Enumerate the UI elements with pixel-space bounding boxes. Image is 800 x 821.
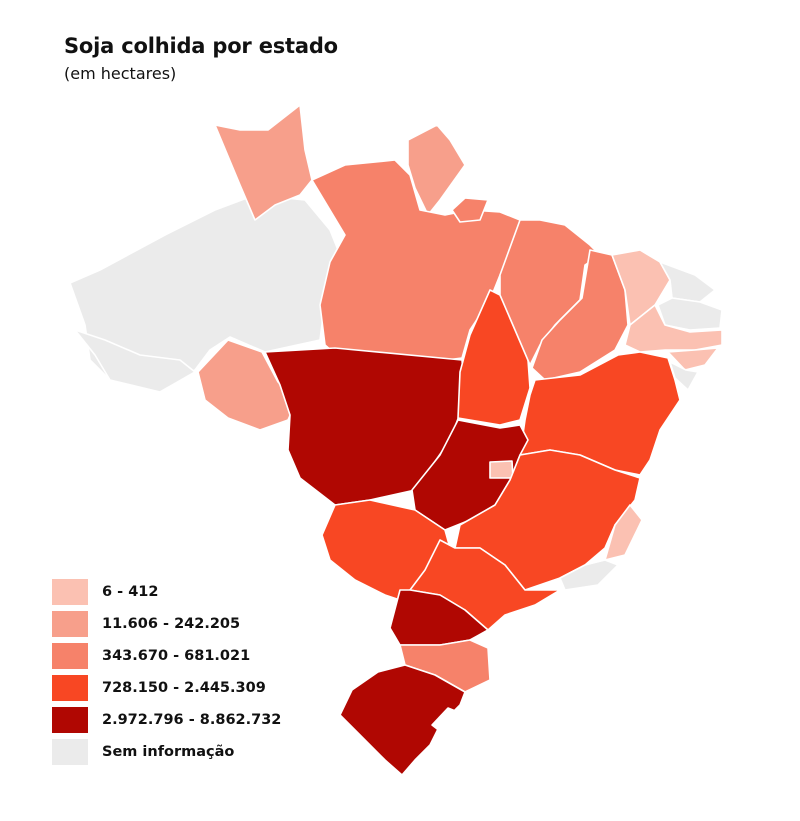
state-AP: [407, 124, 466, 216]
legend-label: 2.972.796 - 8.862.732: [102, 712, 282, 728]
legend-label: 728.150 - 2.445.309: [102, 680, 266, 696]
state-MA: [499, 219, 601, 366]
state-RS: [339, 664, 466, 776]
legend-swatch: [52, 643, 88, 669]
legend-swatch: [52, 611, 88, 637]
legend-swatch: [52, 739, 88, 765]
state-ES: [604, 504, 643, 561]
state-PR: [389, 589, 489, 646]
legend-item: 343.670 - 681.021: [52, 640, 281, 672]
state-DF: [489, 460, 514, 479]
legend: 6 - 412 11.606 - 242.205 343.670 - 681.0…: [52, 576, 281, 768]
legend-item: 2.972.796 - 8.862.732: [52, 704, 281, 736]
legend-item: 728.150 - 2.445.309: [52, 672, 281, 704]
legend-swatch: [52, 675, 88, 701]
legend-label: 11.606 - 242.205: [102, 616, 241, 632]
state-CE: [611, 249, 671, 326]
state-AC: [74, 329, 196, 393]
state-PA-marajo: [451, 197, 489, 223]
legend-item: 11.606 - 242.205: [52, 608, 281, 640]
state-RJ: [559, 559, 619, 591]
legend-swatch: [52, 579, 88, 605]
state-AL: [667, 347, 719, 371]
map-title: Soja colhida por estado: [64, 34, 338, 58]
legend-swatch: [52, 707, 88, 733]
legend-label: 343.670 - 681.021: [102, 648, 251, 664]
legend-label: Sem informação: [102, 744, 235, 760]
state-RS-lagoon: [431, 707, 459, 736]
legend-item: 6 - 412: [52, 576, 281, 608]
state-PE: [624, 304, 723, 353]
legend-label: 6 - 412: [102, 584, 159, 600]
legend-item: Sem informação: [52, 736, 281, 768]
map-subtitle: (em hectares): [64, 64, 177, 83]
